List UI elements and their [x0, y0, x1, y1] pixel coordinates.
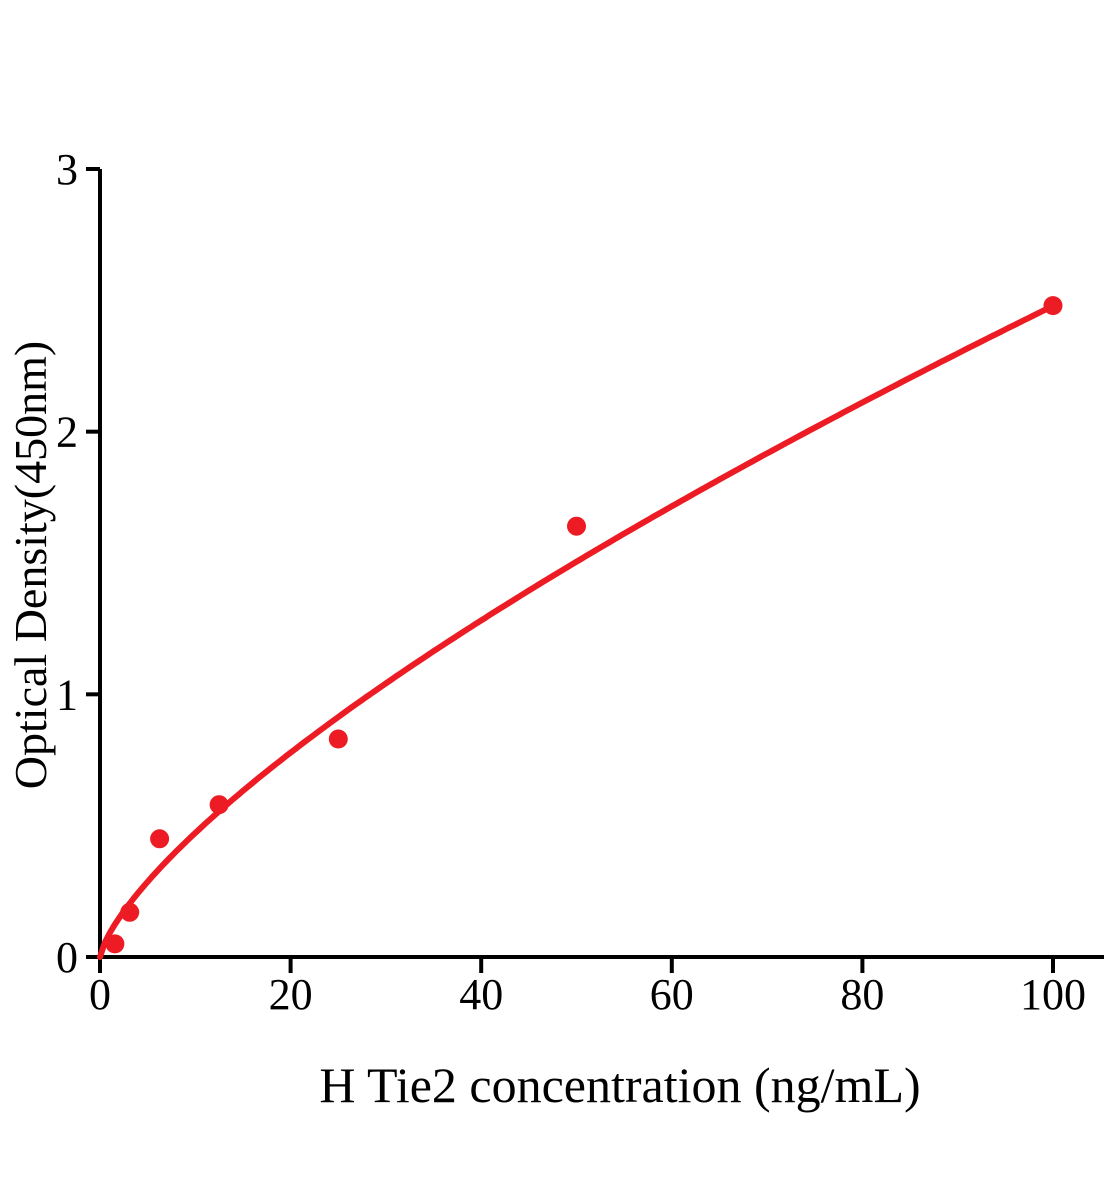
x-axis-ticks [98, 957, 1055, 973]
fit-curve [97, 302, 1056, 960]
data-point [209, 795, 229, 815]
x-tick-label: 0 [89, 970, 111, 1019]
x-tick-label: 80 [840, 970, 884, 1019]
data-point [105, 934, 125, 954]
y-tick-label: 3 [56, 145, 78, 194]
x-tick-label: 20 [269, 970, 313, 1019]
data-point [150, 829, 170, 849]
x-tick-label: 40 [459, 970, 503, 1019]
y-axis-title: Optical Density(450nm) [5, 341, 56, 789]
y-tick-label: 1 [56, 670, 78, 719]
y-tick-label: 0 [56, 933, 78, 982]
axes [98, 169, 1104, 961]
data-point [120, 902, 140, 922]
data-point [567, 516, 586, 536]
data-point [1043, 296, 1063, 316]
x-tick-label: 60 [650, 970, 694, 1019]
y-axis-tick-labels: 0 1 2 3 [56, 145, 78, 982]
x-tick-label: 100 [1020, 970, 1086, 1019]
x-axis-tick-labels: 0 20 40 60 80 100 [89, 970, 1086, 1019]
y-axis-ticks [86, 166, 100, 959]
data-points [105, 296, 1063, 954]
y-tick-label: 2 [56, 408, 78, 457]
data-point [328, 729, 348, 749]
x-axis-title: H Tie2 concentration (ng/mL) [319, 1057, 920, 1113]
